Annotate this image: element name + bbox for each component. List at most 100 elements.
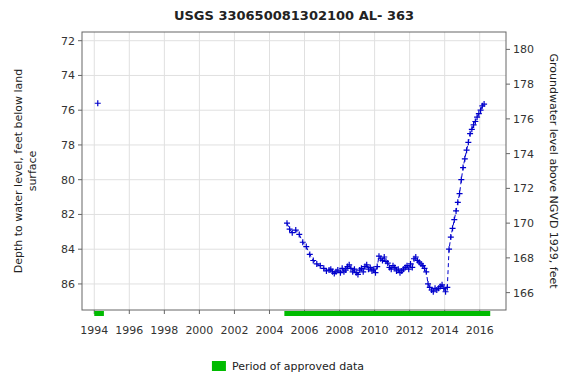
y-tick-label: 72: [61, 35, 75, 48]
point-marker: [462, 156, 468, 162]
y-axis-label-line: Depth to water level, feet below land: [12, 69, 25, 274]
y-axis-label: Depth to water level, feet below landsur…: [12, 69, 39, 274]
y-grid-line: [82, 249, 506, 250]
y2-tick-label: 170: [513, 217, 534, 230]
y-axis-label-line: surface: [26, 150, 39, 191]
y2-tick: [506, 188, 510, 189]
approved-period-bar: [284, 311, 490, 316]
x-grid-line: [269, 32, 270, 310]
x-grid-line: [199, 32, 200, 310]
x-tick-label: 2008: [326, 324, 354, 337]
point-marker: [457, 191, 463, 197]
x-tick: [269, 310, 270, 314]
point-marker: [464, 147, 470, 153]
y-grid-line: [82, 144, 506, 145]
point-marker: [451, 217, 457, 223]
x-tick-label: 2002: [220, 324, 248, 337]
y2-tick-label: 174: [513, 148, 534, 161]
y-tick: [78, 283, 82, 284]
x-tick-label: 1994: [80, 324, 108, 337]
series-line: [287, 104, 484, 292]
point-marker: [444, 284, 450, 290]
y2-tick: [506, 292, 510, 293]
y2-tick-label: 168: [513, 252, 534, 265]
y2-tick-label: 166: [513, 287, 534, 300]
plot-frame: [82, 32, 506, 310]
plot-data: [95, 100, 487, 295]
point-marker: [310, 257, 316, 263]
y-grid-line: [82, 75, 506, 76]
point-marker: [450, 225, 456, 231]
point-marker: [303, 244, 309, 250]
point-marker: [372, 270, 378, 276]
point-marker: [95, 100, 101, 106]
y2-tick: [506, 223, 510, 224]
x-grid-line: [94, 32, 95, 310]
x-tick-label: 2010: [361, 324, 389, 337]
y2-tick-label: 180: [513, 43, 534, 56]
x-grid-line: [164, 32, 165, 310]
x-tick-label: 2012: [396, 324, 424, 337]
x-tick: [129, 310, 130, 314]
y2-tick-label: 172: [513, 182, 534, 195]
point-marker: [481, 101, 487, 107]
y-tick: [78, 144, 82, 145]
legend-swatch: [212, 361, 226, 371]
y-grid-line: [82, 214, 506, 215]
y-tick-label: 78: [61, 139, 75, 152]
chart: USGS 330650081302100 AL- 363199419961998…: [0, 0, 576, 384]
x-tick: [164, 310, 165, 314]
y2-tick: [506, 84, 510, 85]
y-grid-line: [82, 179, 506, 180]
x-tick-label: 2016: [466, 324, 494, 337]
series: [284, 101, 487, 295]
point-marker: [446, 246, 452, 252]
x-tick: [199, 310, 200, 314]
x-grid-line: [234, 32, 235, 310]
y2-tick: [506, 153, 510, 154]
point-marker: [284, 220, 290, 226]
axes: 1994199619982000200220042006200820102012…: [61, 35, 534, 337]
x-grid-line: [444, 32, 445, 310]
point-marker: [300, 239, 306, 245]
y2-tick: [506, 257, 510, 258]
point-marker: [423, 269, 429, 275]
x-tick-label: 2006: [291, 324, 319, 337]
y-tick: [78, 110, 82, 111]
y-grid-line: [82, 40, 506, 41]
point-marker: [293, 227, 299, 233]
point-marker: [460, 165, 466, 171]
y2-tick: [506, 118, 510, 119]
y-tick: [78, 40, 82, 41]
y-tick: [78, 75, 82, 76]
point-marker: [307, 251, 313, 257]
y2-tick: [506, 49, 510, 50]
y-tick: [78, 179, 82, 180]
point-marker: [465, 139, 471, 145]
point-marker: [448, 234, 454, 240]
point-marker: [458, 177, 464, 183]
series: [95, 100, 101, 106]
y-tick-label: 80: [61, 174, 75, 187]
y-tick-label: 86: [61, 278, 75, 291]
point-marker: [360, 269, 366, 275]
x-tick-label: 1998: [150, 324, 178, 337]
y-grid-line: [82, 110, 506, 111]
legend: Period of approved data: [212, 360, 364, 373]
point-marker: [374, 264, 380, 270]
legend-label: Period of approved data: [232, 360, 364, 373]
x-tick: [234, 310, 235, 314]
x-tick-label: 2004: [255, 324, 283, 337]
point-marker: [453, 208, 459, 214]
x-grid-line: [304, 32, 305, 310]
point-marker: [409, 264, 415, 270]
y2-tick-label: 178: [513, 78, 534, 91]
x-tick-label: 2000: [185, 324, 213, 337]
y2-tick-label: 176: [513, 113, 534, 126]
x-grid-line: [129, 32, 130, 310]
y-tick-label: 74: [61, 69, 75, 82]
point-marker: [296, 231, 302, 237]
y-tick-label: 84: [61, 243, 75, 256]
y-tick: [78, 249, 82, 250]
point-marker: [455, 199, 461, 205]
